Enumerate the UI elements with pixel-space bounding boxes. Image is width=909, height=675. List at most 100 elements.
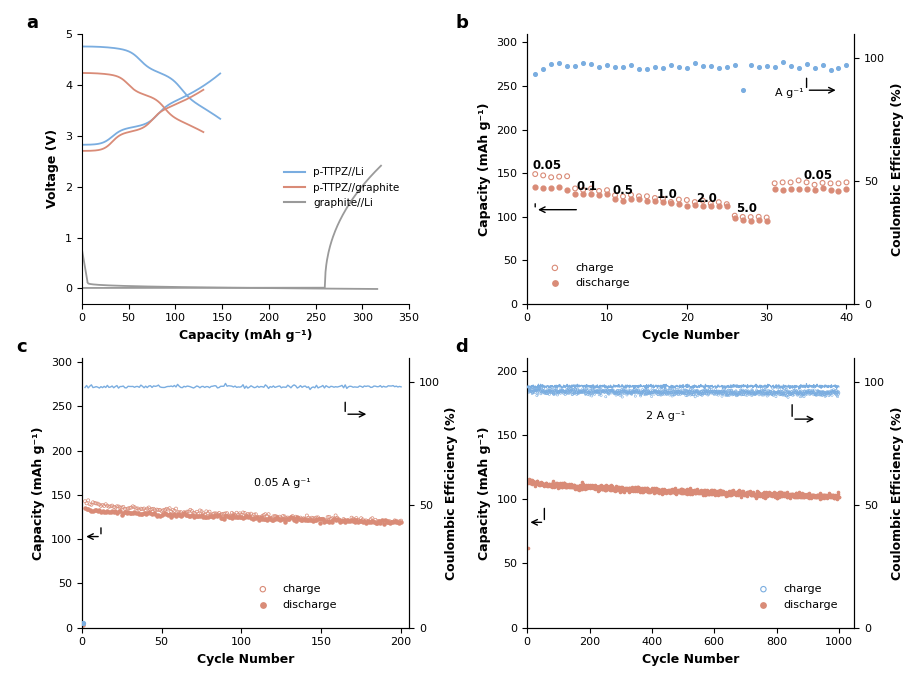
Point	[665, 387, 680, 398]
Point	[762, 487, 776, 497]
Point	[749, 386, 764, 397]
Point	[792, 487, 806, 498]
Point	[784, 386, 799, 397]
Point	[670, 384, 684, 395]
Point	[595, 386, 610, 397]
Point	[585, 385, 600, 396]
Point	[672, 487, 686, 497]
Point	[560, 61, 574, 72]
Point	[724, 489, 739, 500]
Point	[564, 385, 579, 396]
Point	[583, 480, 597, 491]
Point	[680, 390, 694, 401]
Point	[747, 489, 762, 500]
Point	[604, 385, 619, 396]
Point	[144, 504, 158, 515]
Point	[784, 184, 798, 194]
Point	[326, 513, 341, 524]
Point	[627, 486, 642, 497]
Point	[623, 485, 637, 496]
Point	[119, 504, 134, 514]
Point	[830, 392, 844, 402]
Point	[764, 389, 779, 400]
Point	[536, 170, 551, 181]
Point	[579, 383, 594, 394]
Point	[810, 387, 824, 398]
Point	[540, 481, 554, 491]
Point	[298, 514, 313, 525]
Point	[708, 489, 723, 500]
Point	[691, 487, 705, 498]
Point	[576, 481, 591, 491]
Point	[686, 485, 701, 496]
Point	[668, 389, 683, 400]
Point	[556, 388, 571, 399]
Point	[786, 387, 801, 398]
Point	[755, 490, 770, 501]
Point	[658, 386, 673, 397]
Point	[823, 388, 837, 399]
Point	[705, 386, 720, 397]
Point	[718, 385, 733, 396]
Point	[595, 483, 610, 494]
Point	[534, 477, 548, 488]
Point	[701, 485, 715, 496]
Point	[534, 385, 548, 396]
Text: 0.1: 0.1	[576, 180, 597, 192]
Point	[606, 483, 621, 493]
Point	[524, 475, 538, 485]
Point	[671, 487, 685, 497]
Point	[275, 510, 290, 521]
Point	[127, 502, 142, 512]
Point	[698, 490, 713, 501]
Point	[165, 509, 180, 520]
Point	[608, 481, 623, 491]
Point	[654, 485, 668, 496]
Point	[821, 386, 835, 397]
Point	[804, 491, 819, 502]
Point	[761, 389, 775, 400]
Point	[642, 487, 656, 497]
Point	[617, 483, 632, 493]
Point	[736, 489, 751, 500]
Point	[325, 516, 340, 527]
Point	[671, 385, 685, 396]
Point	[724, 385, 739, 396]
Point	[757, 386, 772, 397]
Point	[647, 485, 662, 495]
Point	[575, 383, 590, 394]
Point	[642, 387, 656, 398]
Point	[816, 489, 831, 500]
Point	[554, 385, 569, 396]
Point	[634, 389, 648, 400]
Point	[563, 387, 577, 398]
Point	[712, 487, 726, 497]
Point	[622, 387, 636, 398]
Point	[332, 514, 346, 524]
Point	[250, 512, 265, 522]
Point	[349, 513, 364, 524]
Point	[364, 514, 378, 524]
Point	[580, 483, 594, 493]
Point	[793, 392, 807, 402]
Point	[819, 388, 834, 399]
Point	[775, 57, 790, 68]
Point	[557, 386, 572, 397]
Point	[250, 512, 265, 523]
Point	[829, 389, 844, 400]
Point	[594, 481, 609, 491]
Point	[145, 509, 159, 520]
Point	[389, 516, 404, 526]
Point	[701, 389, 715, 400]
Point	[602, 482, 616, 493]
Point	[641, 484, 655, 495]
Point	[629, 385, 644, 396]
X-axis label: Cycle Number: Cycle Number	[196, 653, 295, 666]
Point	[573, 481, 587, 492]
Point	[594, 483, 609, 493]
Point	[602, 387, 616, 398]
Point	[772, 491, 786, 502]
Point	[816, 389, 831, 400]
Point	[150, 504, 165, 515]
Point	[704, 198, 718, 209]
